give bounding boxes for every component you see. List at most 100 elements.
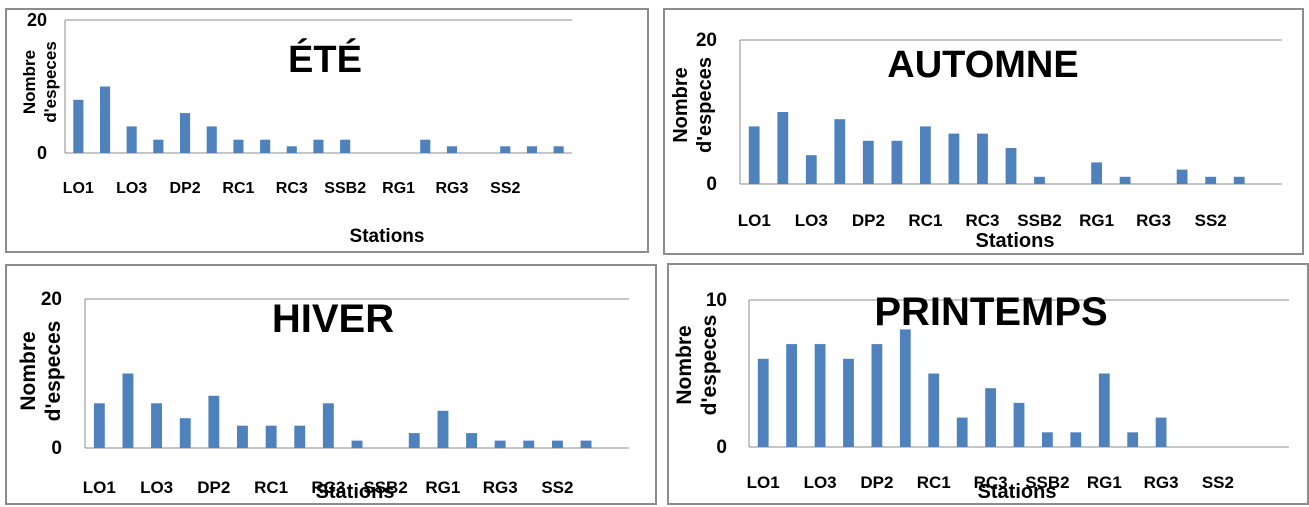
- bar-lo1: [73, 99, 84, 153]
- x-tick-label: RG3: [435, 180, 468, 197]
- bar-ss2: [580, 440, 592, 449]
- y-axis-label: Nombre d'especes: [670, 57, 716, 153]
- y-tick-label: 20: [696, 30, 717, 51]
- y-tick-label: 20: [41, 289, 62, 310]
- bar-lo1: [757, 358, 769, 447]
- y-tick-label: 0: [706, 174, 717, 195]
- bar-lo4: [834, 119, 846, 184]
- bar-rg1: [1127, 432, 1139, 447]
- bar-ssb2: [1070, 432, 1082, 447]
- x-tick-label: SS2: [541, 478, 573, 497]
- x-tick-label: SSB2: [363, 478, 407, 497]
- x-tick-label: LO1: [83, 478, 116, 497]
- y-tick-label: 0: [51, 438, 62, 459]
- y-axis-label-line: Nombre: [20, 50, 39, 114]
- chart-title: ÉTÉ: [288, 37, 362, 81]
- bar-rc1: [956, 417, 968, 447]
- y-axis-label: Nombre d'especes: [20, 41, 60, 123]
- chart-panel-ete: 20 0 LO1 LO3 DP2 RC1 RC3 SSB2 RG1 RG3 SS2 ÉTÉ Nombre…: [5, 8, 649, 253]
- x-tick-label: LO3: [116, 180, 147, 197]
- y-axis-label-line: Nombre: [670, 67, 692, 143]
- bar-rg2: [1155, 417, 1167, 447]
- x-axis-label: Stations: [976, 230, 1055, 252]
- y-axis-label-line: d'especes: [694, 57, 716, 153]
- bar-lo2: [100, 86, 111, 153]
- bar-dp2: [237, 425, 248, 448]
- bar-rc4: [1042, 432, 1053, 447]
- chart-panel-automne: 20 0 LO1 LO3 DP2 RC1 RC3 SSB2 RG1 RG3 SS2 AUTOMNE No…: [663, 8, 1304, 255]
- bar-rc3: [351, 440, 363, 449]
- bar-rc4: [340, 139, 351, 153]
- bar-rc2: [985, 388, 996, 447]
- chart-title: AUTOMNE: [887, 44, 1078, 86]
- y-axis-label-line: d'especes: [41, 41, 60, 123]
- bar-lo2: [122, 373, 134, 448]
- x-tick-label: LO1: [63, 180, 94, 197]
- bar-rg3: [1176, 169, 1188, 184]
- bar-ss3: [553, 146, 564, 153]
- x-tick-label: LO1: [738, 211, 771, 230]
- bar-lo4: [153, 139, 164, 153]
- bar-dp3: [920, 126, 931, 184]
- x-tick-label: DP2: [852, 211, 885, 230]
- bar-rc2: [322, 403, 334, 448]
- x-tick-label: LO3: [140, 478, 173, 497]
- x-tick-label: LO1: [747, 473, 780, 492]
- x-tick-label: RG1: [1087, 473, 1122, 492]
- bar-lo3: [126, 126, 137, 153]
- x-tick-label: SSB2: [1025, 473, 1069, 492]
- bar-ss1: [500, 146, 511, 153]
- chart-panel-hiver: 20 0 LO1 LO3 DP2 RC1 RC3 SSB2 RG1 RG3 SS2 HIVER Nomb…: [5, 264, 657, 505]
- y-axis-label-line: Nombre: [673, 325, 696, 404]
- y-tick-label: 20: [27, 10, 47, 30]
- chart-panel-printemps: 10 0 LO1 LO3 DP2 RC1 RC3 SSB2 RG1 RG3 SS2 PRINTEMPS…: [667, 263, 1309, 505]
- x-tick-label: RC1: [254, 478, 288, 497]
- x-tick-label: SSB2: [324, 180, 366, 197]
- bar-ss2: [526, 146, 537, 153]
- y-tick-label: 10: [706, 290, 727, 311]
- bar-rg1: [1119, 176, 1131, 184]
- x-tick-label: SS2: [1195, 211, 1227, 230]
- x-tick-label: SSB2: [1017, 211, 1061, 230]
- x-tick-label: RC1: [908, 211, 942, 230]
- bar-rg1: [466, 433, 477, 448]
- y-tick-label: 0: [716, 437, 727, 458]
- bar-rc3: [1005, 148, 1017, 184]
- x-tick-label: DP2: [170, 180, 201, 197]
- bar-dp1: [180, 113, 191, 153]
- chart-printemps: 10 0 LO1 LO3 DP2 RC1 RC3 SSB2 RG1 RG3 SS2 PRINTEMPS…: [673, 290, 1289, 503]
- bar-ss1: [552, 440, 563, 449]
- chart-ete: 20 0 LO1 LO3 DP2 RC1 RC3 SSB2 RG1 RG3 SS2 ÉTÉ Nombre…: [20, 10, 572, 247]
- bar-lo2: [777, 112, 789, 184]
- x-tick-label: DP2: [860, 473, 893, 492]
- bar-dp1: [871, 344, 883, 447]
- bar-lo1: [93, 403, 105, 448]
- y-axis-label: Nombre d'especes: [17, 321, 65, 422]
- bar-dp2: [899, 329, 911, 447]
- x-tick-label: RG3: [483, 478, 518, 497]
- y-axis-label-line: Nombre: [17, 331, 40, 410]
- x-tick-label: LO3: [804, 473, 837, 492]
- x-tick-label: DP2: [197, 478, 230, 497]
- bar-rg2: [446, 146, 457, 153]
- bar-lo1: [748, 126, 760, 184]
- bar-lo3: [151, 403, 162, 448]
- bar-rc3: [1013, 402, 1025, 447]
- bar-ssb3: [1091, 162, 1102, 184]
- bar-lo4: [843, 358, 854, 447]
- x-tick-label: LO3: [795, 211, 828, 230]
- x-tick-label: SS2: [490, 180, 520, 197]
- bar-ss2: [1233, 176, 1245, 184]
- x-tick-label: RC1: [917, 473, 951, 492]
- bar-rc1: [948, 133, 960, 184]
- x-tick-label: RC1: [222, 180, 254, 197]
- chart-automne: 20 0 LO1 LO3 DP2 RC1 RC3 SSB2 RG1 RG3 SS2 AUTOMNE No…: [670, 30, 1282, 252]
- bar-rc3: [313, 139, 324, 153]
- x-axis-label: Stations: [350, 226, 425, 247]
- x-tick-label: RC3: [311, 478, 345, 497]
- bar-ss1: [1205, 176, 1217, 184]
- bar-dp3: [265, 425, 277, 448]
- x-tick-label: RG1: [1079, 211, 1114, 230]
- x-tick-label: RG3: [1144, 473, 1179, 492]
- bar-ssb2: [408, 433, 420, 448]
